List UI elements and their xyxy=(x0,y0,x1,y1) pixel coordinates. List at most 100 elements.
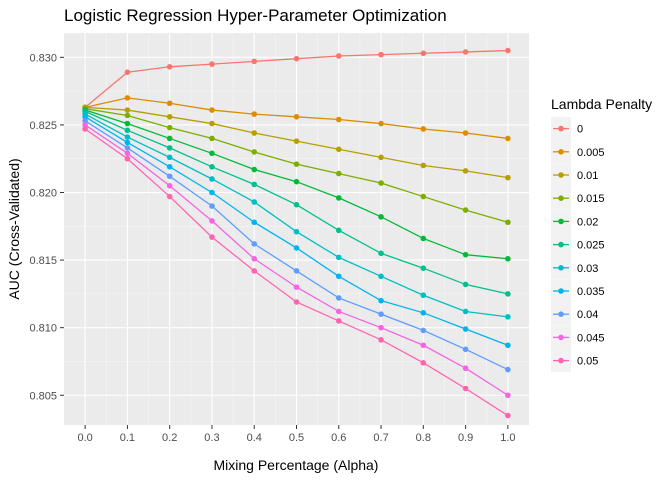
data-point xyxy=(462,385,469,392)
data-point xyxy=(462,365,469,372)
data-point xyxy=(251,166,258,173)
data-point xyxy=(420,292,427,299)
data-point xyxy=(378,51,384,58)
data-point xyxy=(462,49,469,55)
data-point xyxy=(209,218,215,224)
legend-label: 0.035 xyxy=(577,286,605,298)
data-point xyxy=(378,154,384,161)
data-point xyxy=(251,255,258,262)
data-point xyxy=(378,337,384,343)
data-point xyxy=(378,120,384,127)
data-point xyxy=(82,122,88,128)
data-point xyxy=(335,295,342,301)
data-point xyxy=(166,145,173,151)
data-point xyxy=(124,145,131,151)
data-point xyxy=(82,118,88,124)
y-tick-label: 0.825 xyxy=(29,120,57,132)
data-point xyxy=(335,273,342,280)
series-points xyxy=(82,47,511,419)
data-point xyxy=(209,234,215,240)
x-tick-label: 0.6 xyxy=(331,432,346,444)
data-point xyxy=(335,254,342,261)
data-point xyxy=(378,180,384,186)
data-point xyxy=(209,150,215,157)
legend-label: 0.04 xyxy=(577,309,598,321)
legend-item: 0.04 xyxy=(551,302,598,326)
data-point xyxy=(420,265,427,272)
data-point xyxy=(209,61,215,67)
data-point xyxy=(293,284,300,290)
legend-label: 0.01 xyxy=(577,170,598,182)
y-tick-label: 0.830 xyxy=(29,52,57,64)
data-point xyxy=(505,342,511,349)
x-tick-label: 0.7 xyxy=(373,432,388,444)
x-axis-title: Mixing Percentage (Alpha) xyxy=(214,457,379,473)
data-point xyxy=(462,281,469,288)
legend-label: 0.045 xyxy=(577,332,605,344)
legend-key-point xyxy=(558,172,564,178)
data-point xyxy=(335,308,342,315)
data-point xyxy=(335,53,342,59)
data-point xyxy=(462,251,469,258)
legend-label: 0.02 xyxy=(577,216,598,228)
data-point xyxy=(209,203,215,209)
data-point xyxy=(251,149,258,155)
legend-item: 0.045 xyxy=(551,325,605,349)
data-point xyxy=(166,100,173,107)
legend-key-point xyxy=(558,241,564,248)
data-point xyxy=(462,130,469,136)
data-point xyxy=(335,195,342,201)
data-point xyxy=(420,126,427,132)
y-axis: 0.805 0.810 0.815 0.820 0.825 0.830 xyxy=(29,52,64,402)
legend-item: 0.035 xyxy=(551,279,605,303)
legend-item: 0.03 xyxy=(551,256,598,280)
data-point xyxy=(505,135,511,142)
data-point xyxy=(166,182,173,189)
data-point xyxy=(505,174,511,181)
x-tick-label: 0.3 xyxy=(204,432,219,444)
data-point xyxy=(505,392,511,399)
data-point xyxy=(293,245,300,251)
data-point xyxy=(420,360,427,366)
data-point xyxy=(251,241,258,247)
data-point xyxy=(209,107,215,113)
data-point xyxy=(251,111,258,117)
legend: Lambda Penalty 0 0.005 0.01 0.015 0.02 0.025 0… xyxy=(551,96,652,372)
legend-key-point xyxy=(558,334,564,341)
legend-item: 0.05 xyxy=(551,349,598,372)
y-tick-label: 0.805 xyxy=(29,390,57,402)
data-point xyxy=(124,112,131,119)
x-tick-label: 0.8 xyxy=(416,432,431,444)
data-point xyxy=(505,219,511,226)
legend-item: 0.015 xyxy=(551,186,605,210)
data-point xyxy=(82,126,88,132)
x-tick-label: 0.9 xyxy=(458,432,473,444)
legend-item: 0.02 xyxy=(551,209,598,233)
data-point xyxy=(505,291,511,297)
data-point xyxy=(251,199,258,205)
x-tick-label: 0.4 xyxy=(247,432,262,444)
y-tick-label: 0.815 xyxy=(29,255,57,267)
legend-key-point xyxy=(558,288,564,294)
data-point xyxy=(335,116,342,123)
data-point xyxy=(209,189,215,196)
data-point xyxy=(124,69,131,75)
data-point xyxy=(251,219,258,226)
data-point xyxy=(462,207,469,213)
legend-key-point xyxy=(558,357,564,364)
legend-item: 0 xyxy=(551,117,583,140)
data-point xyxy=(335,227,342,234)
data-point xyxy=(293,161,300,167)
x-tick-label: 1.0 xyxy=(500,432,515,444)
data-point xyxy=(293,138,300,144)
data-point xyxy=(124,127,131,134)
x-tick-label: 0.1 xyxy=(120,432,135,444)
data-point xyxy=(420,50,427,57)
data-point xyxy=(462,168,469,174)
legend-label: 0.005 xyxy=(577,147,605,159)
data-point xyxy=(293,268,300,274)
data-point xyxy=(124,95,131,101)
legend-label: 0.025 xyxy=(577,240,605,252)
legend-key-point xyxy=(558,311,564,318)
